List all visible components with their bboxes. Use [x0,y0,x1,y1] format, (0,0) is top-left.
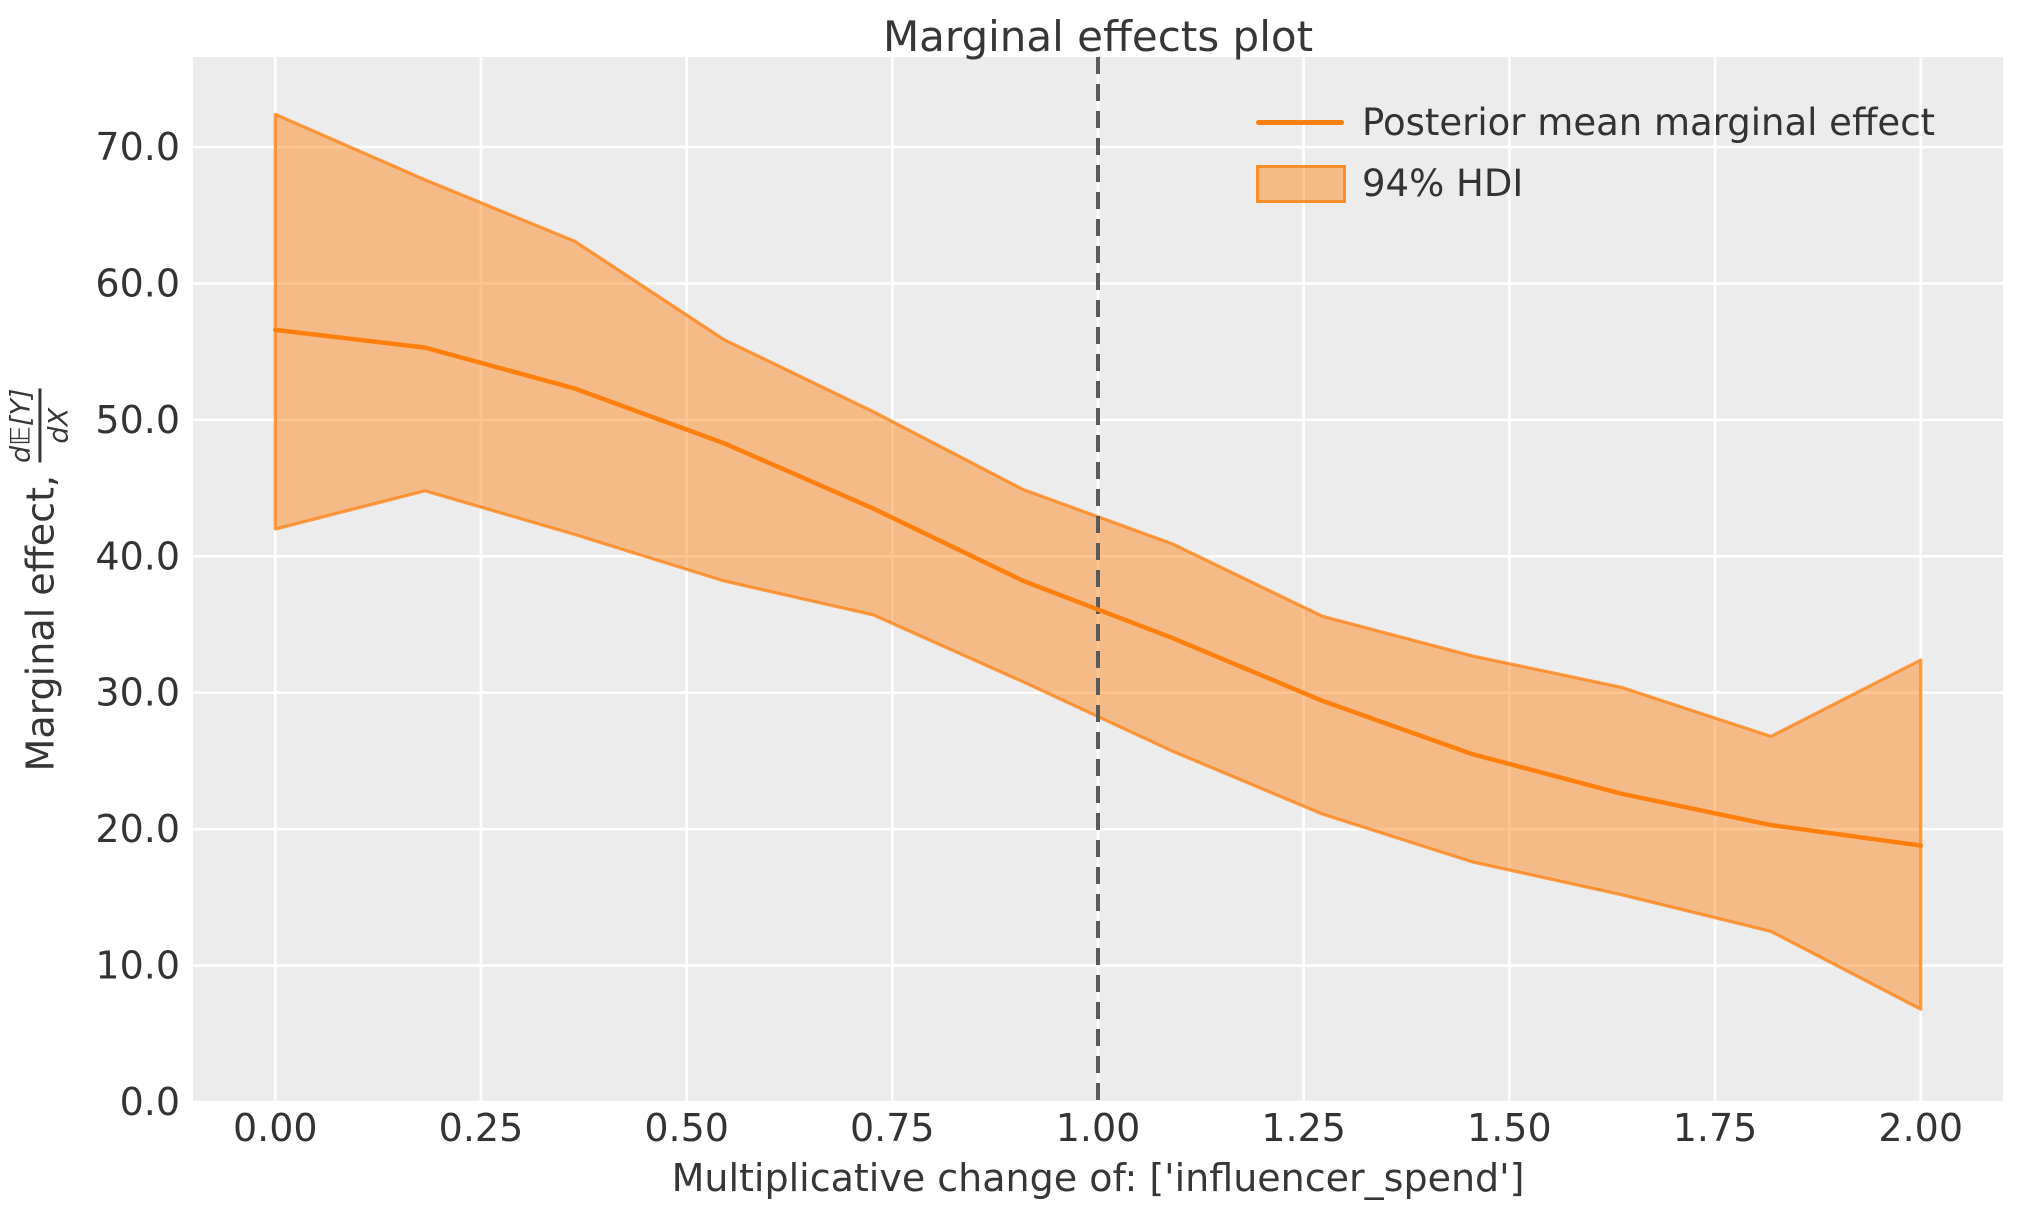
mean-line-swatch-icon [1256,120,1344,125]
x-tick-label: 1.75 [1673,1106,1758,1150]
chart-title: Marginal effects plot [882,12,1314,61]
mean-line [273,327,1923,848]
legend-label-mean: Posterior mean marginal effect [1362,101,1936,144]
y-axis-label-text: Marginal effect, [18,474,62,772]
x-tick-label: 0.75 [850,1106,935,1150]
y-tick-label: 0.0 [120,1080,180,1124]
fraction-numerator: d𝔼[Y] [5,388,37,463]
y-tick-label: 30.0 [95,671,180,715]
x-tick-label: 0.25 [439,1106,524,1150]
legend-item-mean: Posterior mean marginal effect [1256,101,1935,144]
y-tick-label: 10.0 [95,944,180,988]
x-tick-label: 1.50 [1467,1106,1552,1150]
y-axis-label: Marginal effect, d𝔼[Y] dX [5,388,75,772]
y-tick-label: 40.0 [95,534,180,578]
legend-label-hdi: 94% HDI [1362,162,1524,205]
x-axis-label: Multiplicative change of: ['influencer_s… [671,1156,1525,1200]
x-tick-label: 2.00 [1878,1106,1963,1150]
y-tick-label: 60.0 [95,261,180,305]
x-tick-label: 1.00 [1056,1106,1141,1150]
hdi-patch-swatch-icon [1256,164,1346,203]
y-axis-label-fraction: d𝔼[Y] dX [5,388,75,463]
legend-item-hdi: 94% HDI [1256,162,1523,205]
hdi-band [273,112,1923,1011]
y-tick-label: 20.0 [95,807,180,851]
fraction-bar [38,388,42,463]
y-tick-label: 70.0 [95,125,180,169]
x-tick-label: 0.00 [233,1106,318,1150]
fraction-denominator: dX [43,407,75,444]
x-tick-label: 1.25 [1261,1106,1346,1150]
y-tick-label: 50.0 [95,398,180,442]
x-tick-label: 0.50 [644,1106,729,1150]
